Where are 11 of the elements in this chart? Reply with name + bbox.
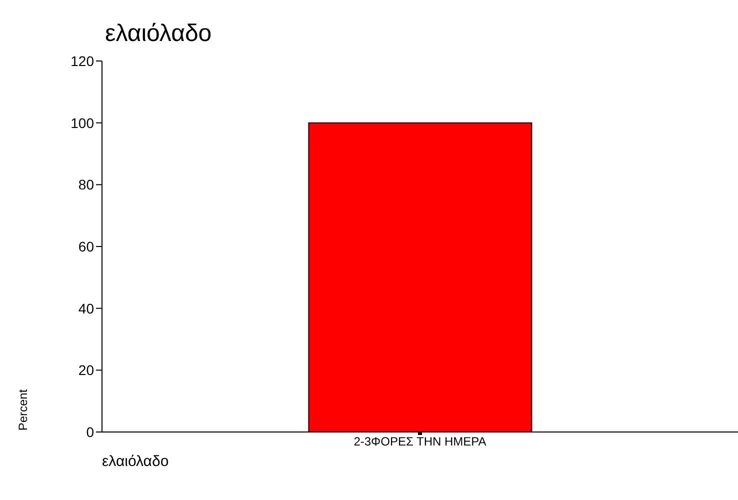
x-tick-label: 2-3ΦΟΡΕΣ ΤΗΝ ΗΜΕΡΑ: [354, 434, 486, 449]
y-tick-label: 60: [78, 238, 94, 254]
y-tick-label: 100: [70, 114, 94, 131]
y-axis-title: Percent: [16, 389, 30, 431]
y-tick-label: 0: [86, 424, 94, 440]
x-axis-title: ελαιόλαδο: [102, 453, 169, 470]
y-tick-label: 40: [78, 300, 94, 316]
chart-title: ελαιόλαδο: [105, 20, 212, 48]
y-tick-label: 20: [78, 362, 94, 378]
y-tick-label: 120: [70, 52, 94, 69]
y-tick-label: 80: [78, 176, 94, 193]
